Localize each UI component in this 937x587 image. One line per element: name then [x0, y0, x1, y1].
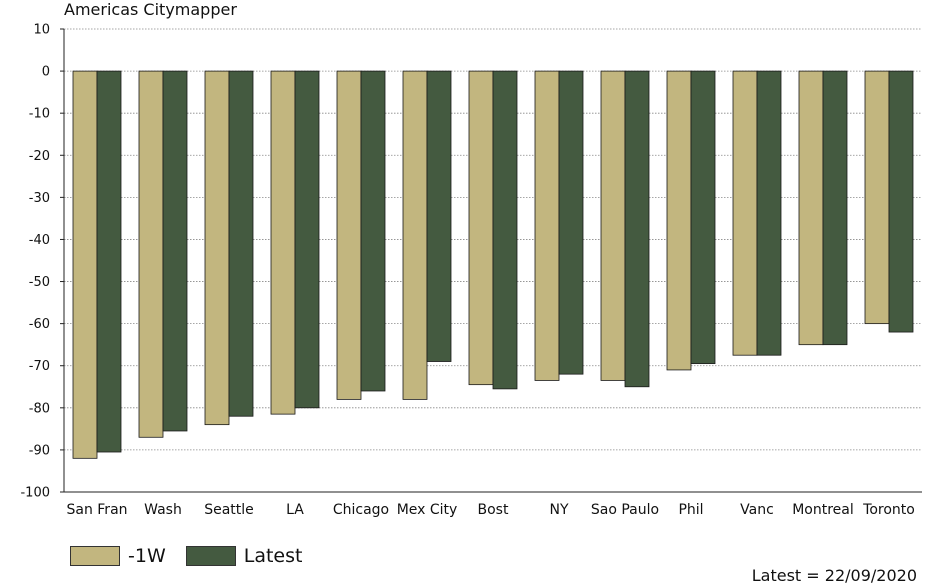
y-tick-label: -90: [29, 443, 50, 458]
bar-latest: [228, 70, 254, 417]
x-tick-label: Toronto: [862, 502, 915, 518]
y-tick-label: 10: [33, 23, 50, 38]
bar-1w: [270, 70, 296, 415]
bar-1w: [798, 70, 824, 346]
y-tick-label: -50: [29, 275, 50, 290]
legend-item-latest: Latest: [185, 545, 303, 567]
bar-latest: [558, 70, 584, 375]
bar-latest: [888, 70, 914, 333]
x-tick-label: Montreal: [792, 502, 854, 518]
bar-latest: [162, 70, 188, 432]
y-tick-label: -80: [29, 401, 50, 416]
bar-1w: [138, 70, 164, 438]
bar-1w: [468, 70, 494, 386]
bar-1w: [336, 70, 362, 400]
y-tick-label: -20: [29, 149, 50, 164]
y-tick-label: -100: [20, 486, 50, 501]
bar-chart: 10 0 -10 -20 -30 -40 -50 -60 -70 -80 -90 -100 San Fr…: [20, 23, 922, 518]
bar-latest: [360, 70, 386, 392]
bar-1w: [666, 70, 692, 371]
y-tick-label: -70: [29, 359, 50, 374]
bar-1w: [600, 70, 626, 381]
y-tick-label: -30: [29, 191, 50, 206]
legend: -1W Latest: [70, 545, 322, 567]
x-tick-label: Chicago: [333, 502, 389, 518]
y-tick-label: 0: [42, 65, 50, 80]
bar-1w: [732, 70, 758, 356]
latest-date-note: Latest = 22/09/2020: [751, 566, 917, 585]
x-tick-label: Sao Paulo: [591, 502, 659, 518]
x-tick-label: NY: [549, 502, 568, 518]
bar-latest: [426, 70, 452, 362]
bar-1w: [402, 70, 428, 400]
bar-latest: [294, 70, 320, 409]
y-tick-label: -10: [29, 107, 50, 122]
bar-1w: [534, 70, 560, 381]
x-tick-label: Phil: [678, 502, 703, 518]
bar-latest: [822, 70, 848, 346]
legend-label-1w: -1W: [128, 545, 166, 567]
x-tick-label: Mex City: [397, 502, 458, 518]
x-tick-label: Bost: [478, 502, 509, 518]
bar-latest: [690, 70, 716, 365]
y-tick-label: -40: [29, 233, 50, 248]
x-tick-label: Seattle: [204, 502, 254, 518]
bar-latest: [96, 70, 122, 453]
x-tick-label: LA: [286, 502, 304, 518]
legend-swatch-latest: [185, 546, 236, 566]
bar-1w: [72, 70, 98, 459]
y-tick-label: -60: [29, 317, 50, 332]
x-tick-label: Wash: [144, 502, 182, 518]
legend-label-latest: Latest: [243, 545, 303, 567]
bar-latest: [492, 70, 518, 390]
x-tick-label: Vanc: [740, 502, 774, 518]
legend-item-1w: -1W: [70, 545, 166, 567]
x-tick-label: San Fran: [66, 502, 127, 518]
bar-1w: [204, 70, 230, 426]
bar-latest: [624, 70, 650, 388]
bar-latest: [756, 70, 782, 356]
chart-title: Americas Citymapper: [64, 0, 237, 19]
legend-swatch-1w: [70, 546, 120, 566]
bar-1w: [864, 70, 890, 325]
